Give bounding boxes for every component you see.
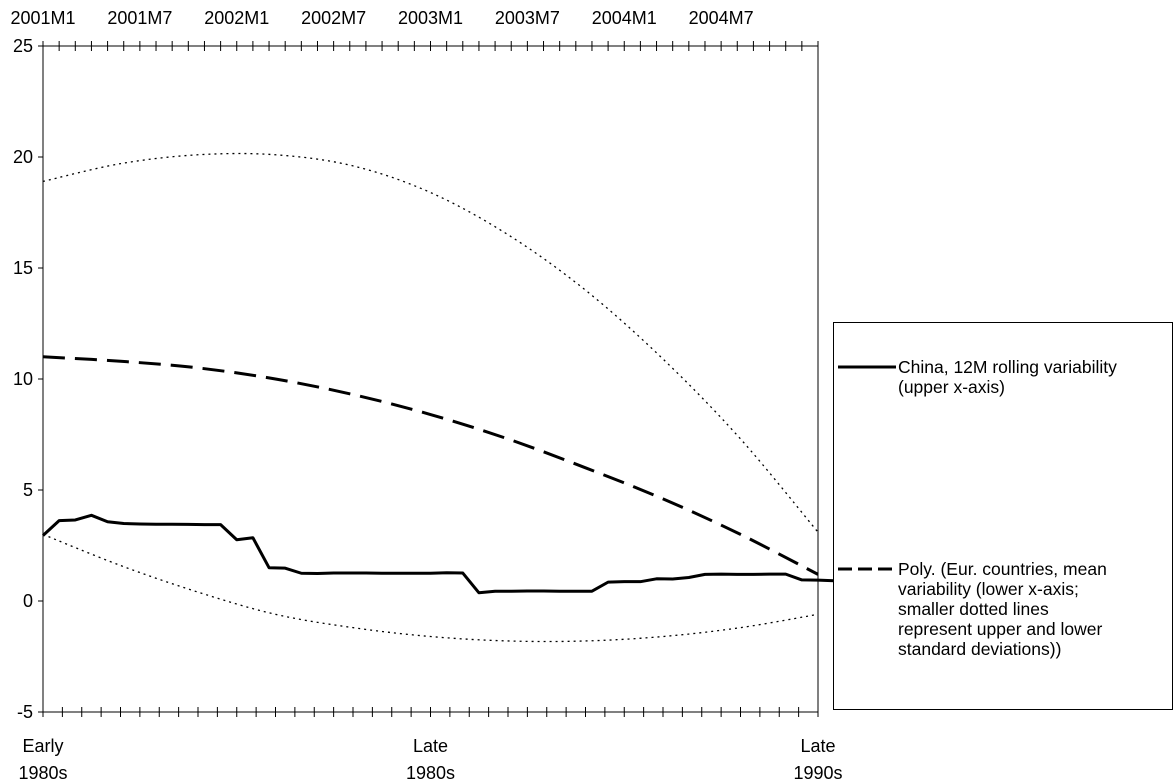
y-tick-label: 15 bbox=[13, 258, 33, 278]
y-tick-label: 20 bbox=[13, 147, 33, 167]
series-layer bbox=[41, 152, 867, 643]
series-line-upper-std bbox=[42, 152, 819, 533]
y-tick-label: 0 bbox=[23, 591, 33, 611]
upper-x-tick-label: 2003M1 bbox=[398, 8, 463, 28]
plot-frame bbox=[42, 45, 819, 713]
y-tick-label: 10 bbox=[13, 369, 33, 389]
upper-x-axis: 2001M1 2001M7 2002M1 2002M7 2003M1 2003M7 2004… bbox=[10, 8, 819, 51]
lower-x-tick-label: Late bbox=[800, 736, 835, 756]
y-tick-label: 25 bbox=[13, 36, 33, 56]
lower-x-tick-label: Early bbox=[22, 736, 63, 756]
lower-x-tick-label: 1990s bbox=[793, 763, 842, 783]
upper-x-tick-label: 2002M7 bbox=[301, 8, 366, 28]
lower-x-axis: Early 1980s Late 1980s Late 1990s bbox=[18, 707, 843, 783]
upper-x-tick-label: 2004M1 bbox=[592, 8, 657, 28]
upper-x-tick-label: 2003M7 bbox=[495, 8, 560, 28]
lower-x-tick-label: 1980s bbox=[18, 763, 67, 783]
lower-x-tick-label: 1980s bbox=[406, 763, 455, 783]
legend: China, 12M rolling variability (upper x-… bbox=[833, 322, 1173, 710]
series-line-china bbox=[41, 513, 867, 595]
legend-swatch-solid bbox=[838, 365, 896, 369]
lower-x-tick-label: Late bbox=[413, 736, 448, 756]
series-line-lower-std bbox=[42, 533, 819, 643]
upper-x-tick-label: 2001M1 bbox=[10, 8, 75, 28]
y-tick-label: -5 bbox=[17, 702, 33, 722]
y-axis: -5 0 5 10 15 20 25 bbox=[13, 36, 43, 722]
legend-label-poly: Poly. (Eur. countries, mean variability … bbox=[898, 559, 1107, 659]
upper-x-tick-label: 2001M7 bbox=[107, 8, 172, 28]
legend-swatch-dashed bbox=[838, 567, 896, 571]
series-line-poly-mean bbox=[42, 355, 819, 576]
legend-label-china: China, 12M rolling variability (upper x-… bbox=[898, 357, 1117, 397]
upper-x-tick-label: 2002M1 bbox=[204, 8, 269, 28]
y-tick-label: 5 bbox=[23, 480, 33, 500]
upper-x-tick-label: 2004M7 bbox=[689, 8, 754, 28]
